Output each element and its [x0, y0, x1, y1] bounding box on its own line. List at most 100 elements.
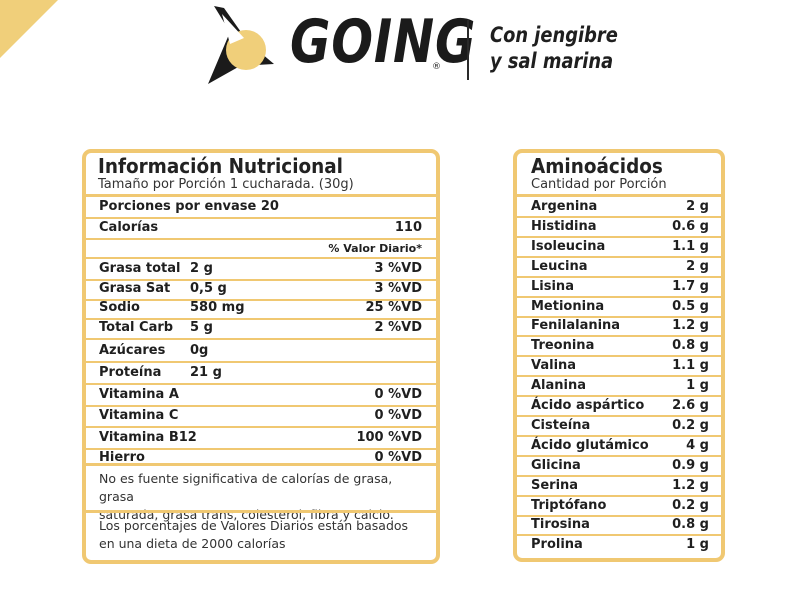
divider	[517, 515, 721, 517]
divider	[517, 236, 721, 238]
dv-header: % Valor Diario*	[328, 242, 422, 255]
divider	[517, 316, 721, 318]
amino-name: Argenina	[531, 199, 598, 214]
amino-value: 1.1 g	[672, 239, 709, 254]
amino-name: Alanina	[531, 378, 587, 393]
amino-value: 4 g	[686, 438, 709, 453]
corner-decoration	[0, 0, 58, 58]
going-logo-icon	[208, 6, 274, 84]
amino-value: 1.1 g	[672, 358, 709, 373]
amino-name: Treonina	[531, 338, 595, 353]
amino-value: 0.2 g	[672, 498, 709, 513]
note-line: Los porcentajes de Valores Diarios están…	[99, 518, 409, 533]
divider	[86, 279, 436, 281]
nutrient-label: Vitamina C	[99, 408, 179, 423]
nutrient-label: Azúcares	[99, 343, 166, 358]
servings-label: Porciones por envase 20	[99, 199, 279, 214]
nutrient-label: Sodio	[99, 300, 140, 315]
divider	[517, 435, 721, 437]
amino-title: Aminoácidos	[531, 154, 663, 178]
note-line: en una dieta de 2000 calorías	[99, 536, 286, 551]
nutrient-dv: 25 %VD	[365, 300, 423, 315]
amino-value: 1 g	[686, 378, 709, 393]
calories-value: 110	[394, 220, 422, 235]
divider	[86, 463, 436, 466]
divider	[86, 361, 436, 363]
nutrient-label: Proteína	[99, 365, 162, 380]
divider	[517, 475, 721, 477]
divider	[86, 426, 436, 428]
nutrient-amount: 5 g	[190, 320, 213, 335]
divider	[86, 257, 436, 259]
amino-name: Tirosina	[531, 517, 590, 532]
amino-name: Prolina	[531, 537, 583, 552]
divider	[517, 495, 721, 497]
nutrient-amount: 0,5 g	[190, 281, 227, 296]
divider	[517, 534, 721, 536]
nutrient-amount: 580 mg	[190, 300, 245, 315]
nutrient-dv: 100 %VD	[356, 430, 422, 445]
nutrient-dv: 0 %VD	[374, 450, 422, 465]
amino-name: Lisina	[531, 279, 574, 294]
divider	[517, 296, 721, 298]
amino-value: 1.2 g	[672, 318, 709, 333]
tagline: Con jengibre y sal marina	[490, 22, 618, 74]
divider	[86, 238, 436, 240]
amino-name: Glicina	[531, 458, 581, 473]
amino-value: 2.6 g	[672, 398, 709, 413]
divider	[517, 276, 721, 278]
nutrient-label: Vitamina A	[99, 387, 179, 402]
brand-name: GOING	[290, 7, 477, 77]
nutrient-label: Grasa Sat	[99, 281, 171, 296]
registered-mark: ®	[432, 62, 441, 72]
nutrition-facts-panel: Información Nutricional Tamaño por Porci…	[82, 149, 440, 564]
divider	[517, 455, 721, 457]
divider	[86, 299, 436, 301]
nutrition-note-1: No es fuente significativa de calorías d…	[99, 470, 426, 524]
serving-size: Tamaño por Porción 1 cucharada. (30g)	[98, 177, 354, 192]
nutrition-title: Información Nutricional	[98, 154, 343, 178]
amino-name: Ácido aspártico	[531, 398, 645, 413]
divider	[517, 216, 721, 218]
amino-name: Cisteína	[531, 418, 591, 433]
amino-value: 0.2 g	[672, 418, 709, 433]
tagline-line-1: Con jengibre	[490, 23, 618, 47]
nutrient-label: Hierro	[99, 450, 145, 465]
divider	[86, 448, 436, 450]
divider	[86, 194, 436, 197]
divider	[517, 256, 721, 258]
amino-value: 2 g	[686, 199, 709, 214]
note-line: No es fuente significativa de calorías d…	[99, 471, 393, 504]
divider	[517, 355, 721, 357]
divider	[517, 335, 721, 337]
divider	[517, 194, 721, 197]
amino-name: Metionina	[531, 299, 605, 314]
nutrient-amount: 21 g	[190, 365, 222, 380]
amino-value: 0.8 g	[672, 338, 709, 353]
amino-value: 0.9 g	[672, 458, 709, 473]
tagline-line-2: y sal marina	[490, 49, 614, 73]
amino-name: Leucina	[531, 259, 588, 274]
divider	[86, 405, 436, 407]
amino-name: Triptófano	[531, 498, 607, 513]
nutrition-note-2: Los porcentajes de Valores Diarios están…	[99, 517, 426, 553]
amino-value: 0.5 g	[672, 299, 709, 314]
amino-value: 0.6 g	[672, 219, 709, 234]
divider	[86, 338, 436, 340]
amino-value: 2 g	[686, 259, 709, 274]
amino-name: Ácido glutámico	[531, 438, 649, 453]
amino-name: Valina	[531, 358, 577, 373]
nutrient-dv: 0 %VD	[374, 387, 422, 402]
amino-name: Serina	[531, 478, 579, 493]
nutrient-label: Grasa total	[99, 261, 181, 276]
amino-value: 0.8 g	[672, 517, 709, 532]
amino-name: Fenilalanina	[531, 318, 621, 333]
amino-value: 1.2 g	[672, 478, 709, 493]
nutrient-label: Vitamina B12	[99, 430, 197, 445]
amino-value: 1.7 g	[672, 279, 709, 294]
divider	[86, 383, 436, 385]
divider	[86, 318, 436, 320]
header-divider	[467, 20, 469, 80]
nutrient-dv: 0 %VD	[374, 408, 422, 423]
calories-label: Calorías	[99, 220, 159, 235]
